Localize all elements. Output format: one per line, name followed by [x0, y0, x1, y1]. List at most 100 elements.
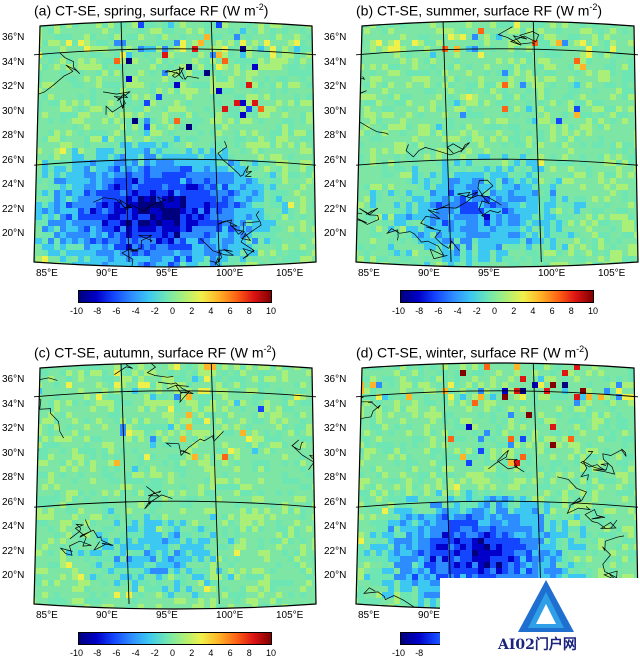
y-tick-label: 30°N: [324, 448, 346, 459]
colorbar-tick-label: 8: [247, 306, 252, 316]
panel-b: (b) CT-SE, summer, surface RF (W m-2) 36…: [322, 0, 640, 327]
y-tick-label: 22°N: [2, 546, 24, 557]
y-tick-label: 34°N: [2, 399, 24, 410]
colorbar-tick-label: 0: [170, 648, 175, 658]
y-tick-label: 34°N: [324, 57, 346, 68]
y-tick-label: 24°N: [324, 179, 346, 190]
colorbar-tick-label: -10: [70, 306, 83, 316]
logo-icon: [516, 578, 576, 634]
x-tick-label: 90°E: [418, 610, 440, 621]
panel-c: (c) CT-SE, autumn, surface RF (W m-2) 36…: [0, 342, 320, 669]
colorbar-tick-label: 4: [530, 306, 535, 316]
x-tick-label: 85°E: [36, 268, 58, 279]
colorbar-tick-label: 10: [588, 306, 598, 316]
x-tick-label: 105°E: [276, 610, 303, 621]
x-tick-label: 100°E: [538, 268, 565, 279]
colorbar-tick-label: -6: [434, 306, 442, 316]
colorbar-tick-label: -4: [454, 306, 462, 316]
y-tick-label: 30°N: [324, 106, 346, 117]
watermark: AI02门户网: [440, 578, 640, 654]
y-tick-label: 28°N: [324, 130, 346, 141]
panel-title: (d) CT-SE, winter, surface RF (W m-2): [356, 344, 589, 361]
y-tick-label: 30°N: [2, 106, 24, 117]
x-tick-label: 85°E: [358, 268, 380, 279]
x-tick-label: 100°E: [216, 610, 243, 621]
y-tick-label: 26°N: [2, 155, 24, 166]
colorbar-tick-label: -2: [473, 306, 481, 316]
colorbar-tick-label: -8: [415, 648, 423, 658]
colorbar-tick-label: 8: [247, 648, 252, 658]
y-tick-label: 20°N: [2, 570, 24, 581]
y-tick-label: 20°N: [324, 570, 346, 581]
panel-title: (a) CT-SE, spring, surface RF (W m-2): [34, 2, 268, 19]
y-tick-label: 36°N: [324, 32, 346, 43]
colorbar-tick-label: -6: [112, 648, 120, 658]
colorbar-tick-label: 6: [550, 306, 555, 316]
y-tick-label: 36°N: [2, 32, 24, 43]
y-tick-label: 20°N: [324, 228, 346, 239]
y-tick-label: 32°N: [324, 423, 346, 434]
x-tick-label: 85°E: [36, 610, 58, 621]
colorbar-tick-label: 10: [266, 306, 276, 316]
map-field: [351, 354, 640, 616]
colorbar-tick-label: 8: [569, 306, 574, 316]
panel-title: (c) CT-SE, autumn, surface RF (W m-2): [34, 344, 276, 361]
y-tick-label: 26°N: [324, 155, 346, 166]
y-tick-label: 20°N: [2, 228, 24, 239]
y-tick-label: 36°N: [2, 374, 24, 385]
colorbar-tick-label: -8: [93, 648, 101, 658]
colorbar-tick-label: 4: [208, 648, 213, 658]
x-tick-label: 105°E: [598, 268, 625, 279]
y-tick-label: 22°N: [324, 546, 346, 557]
y-tick-label: 26°N: [324, 497, 346, 508]
colorbar-tick-label: 6: [228, 306, 233, 316]
y-tick-label: 28°N: [2, 130, 24, 141]
map-field: [29, 12, 320, 274]
y-tick-label: 22°N: [324, 204, 346, 215]
x-tick-label: 90°E: [96, 268, 118, 279]
x-tick-label: 100°E: [216, 268, 243, 279]
watermark-text: AI02门户网: [498, 634, 577, 654]
colorbar-tick-label: -4: [132, 648, 140, 658]
colorbar-tick-label: -6: [112, 306, 120, 316]
x-tick-label: 95°E: [156, 610, 178, 621]
map-field: [351, 12, 640, 274]
x-tick-label: 105°E: [276, 268, 303, 279]
colorbar-tick-label: -8: [93, 306, 101, 316]
y-tick-label: 24°N: [324, 521, 346, 532]
colorbar-tick-label: -2: [151, 648, 159, 658]
y-tick-label: 32°N: [2, 423, 24, 434]
x-tick-label: 90°E: [96, 610, 118, 621]
panel-a: (a) CT-SE, spring, surface RF (W m-2) 36…: [0, 0, 320, 327]
colorbar-tick-label: 2: [189, 306, 194, 316]
y-tick-label: 24°N: [2, 521, 24, 532]
colorbar-tick-label: -2: [151, 306, 159, 316]
x-tick-label: 95°E: [478, 268, 500, 279]
y-tick-label: 30°N: [2, 448, 24, 459]
colorbar-tick-label: 6: [228, 648, 233, 658]
colorbar-tick-label: 2: [189, 648, 194, 658]
map-field: [29, 354, 320, 616]
colorbar-tick-label: -4: [132, 306, 140, 316]
y-tick-label: 28°N: [2, 472, 24, 483]
colorbar-tick-label: -8: [415, 306, 423, 316]
panel-title: (b) CT-SE, summer, surface RF (W m-2): [356, 2, 602, 19]
colorbar-tick-label: -10: [392, 306, 405, 316]
y-tick-label: 24°N: [2, 179, 24, 190]
colorbar-tick-label: 4: [208, 306, 213, 316]
y-tick-label: 28°N: [324, 472, 346, 483]
colorbar: [78, 290, 272, 303]
y-tick-label: 32°N: [324, 81, 346, 92]
colorbar-tick-label: 0: [170, 306, 175, 316]
y-tick-label: 32°N: [2, 81, 24, 92]
y-tick-label: 34°N: [2, 57, 24, 68]
colorbar-tick-label: 2: [511, 306, 516, 316]
colorbar-tick-label: 0: [492, 306, 497, 316]
x-tick-label: 95°E: [156, 268, 178, 279]
y-tick-label: 36°N: [324, 374, 346, 385]
x-tick-label: 90°E: [418, 268, 440, 279]
colorbar-tick-label: -10: [70, 648, 83, 658]
colorbar-tick-label: 10: [266, 648, 276, 658]
colorbar-tick-label: -10: [392, 648, 405, 658]
colorbar: [400, 290, 594, 303]
